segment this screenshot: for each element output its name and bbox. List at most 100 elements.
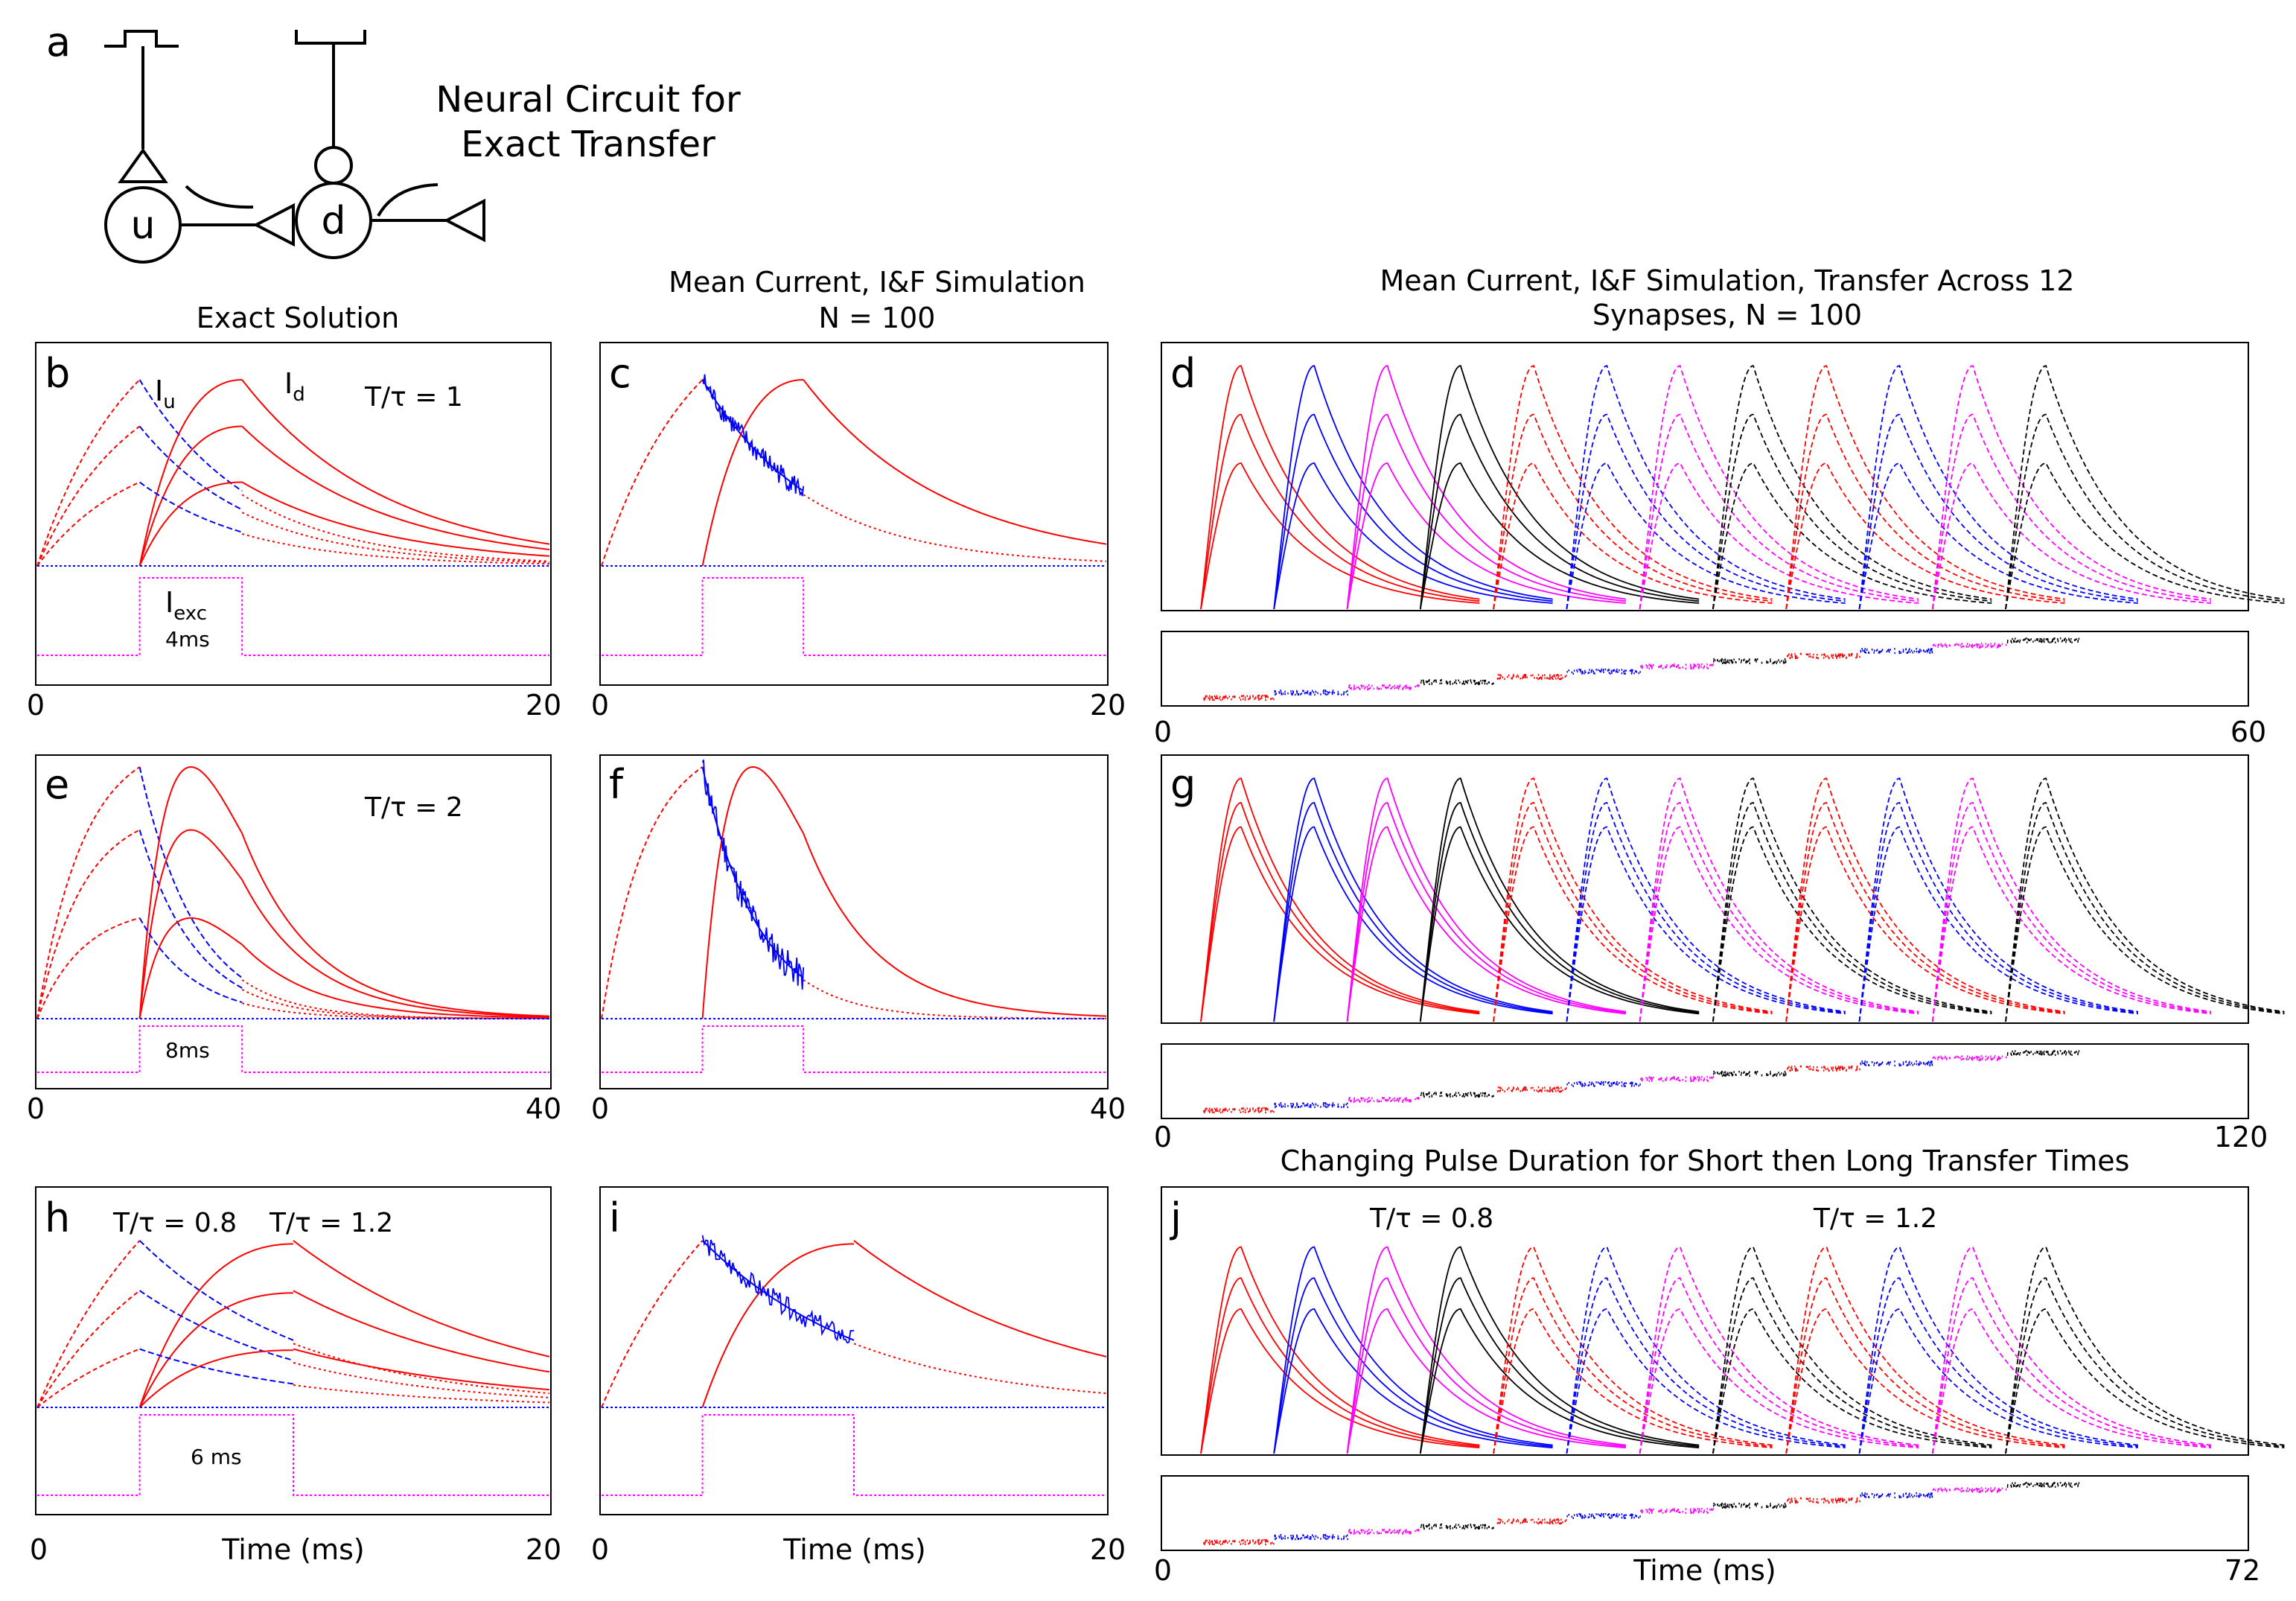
panel-d-population-1-trace-2 xyxy=(1200,462,1480,610)
panel-c-upstream-rise-0 xyxy=(601,379,704,567)
column-title-middle-line1: Mean Current, I&F Simulation xyxy=(669,266,1085,299)
panel-d-population-8-trace-2 xyxy=(1712,462,1992,610)
panel-h-Iu-tail-2 xyxy=(293,1384,550,1404)
panel-g-raster-4 xyxy=(1420,1091,1494,1098)
panel-b-Iu-decay-2 xyxy=(138,481,243,533)
panel-d-raster-2 xyxy=(1274,689,1348,696)
tick-d-max: 60 xyxy=(2230,716,2266,748)
panel-d-raster-5 xyxy=(1496,673,1567,681)
panel-j-population-5-trace-1 xyxy=(1493,1277,1773,1454)
label-T-tau-2: T/τ = 2 xyxy=(364,792,463,823)
panel-label-d: d xyxy=(1170,350,1196,397)
panel-g-population-5-trace-1 xyxy=(1493,801,1773,1022)
panel-f-Id-decay-0 xyxy=(803,833,1107,1017)
panel-j-raster-10 xyxy=(1860,1492,1933,1499)
tick-c-min: 0 xyxy=(591,689,609,722)
panel-j-raster-frame xyxy=(1161,1475,2249,1551)
tick-i-max: 20 xyxy=(1090,1533,1126,1566)
panel-g-population-9-trace-0 xyxy=(1785,777,2065,1022)
panel-e-upstream-rise-0 xyxy=(36,766,141,1019)
downstream-node-label: d xyxy=(321,199,345,244)
panel-d-raster-6 xyxy=(1566,668,1641,675)
panel-j-population-1-trace-0 xyxy=(1200,1246,1480,1454)
inhibitory-synapse-icon xyxy=(314,146,353,185)
panel-b-frame xyxy=(35,342,552,686)
panel-b-Id-rise-2 xyxy=(138,481,243,567)
panel-g-population-5-trace-0 xyxy=(1493,777,1773,1022)
panel-j-population-1-trace-2 xyxy=(1200,1308,1480,1454)
panel-j-population-5-trace-0 xyxy=(1493,1246,1773,1454)
panel-d-population-9-trace-0 xyxy=(1785,365,2065,610)
panel-d-population-7-trace-0 xyxy=(1639,365,1919,610)
panel-j-population-4-trace-0 xyxy=(1419,1246,1700,1454)
panel-c-Id-decay-0 xyxy=(803,379,1107,545)
panel-e-Id-decay-0 xyxy=(241,833,550,1017)
panel-f-upstream-rise-0 xyxy=(601,766,704,1019)
panel-j-population-9-trace-0 xyxy=(1785,1246,2065,1454)
panel-j-raster-4 xyxy=(1420,1523,1494,1530)
panel-i-Id-decay-0 xyxy=(853,1240,1107,1357)
panel-d-population-9-trace-2 xyxy=(1785,462,2065,610)
panel-label-a: a xyxy=(46,19,71,66)
plot-traces xyxy=(36,365,2285,1546)
panel-g-population-5-trace-2 xyxy=(1493,826,1773,1022)
tick-e-min: 0 xyxy=(27,1092,45,1125)
panel-j-population-9-trace-1 xyxy=(1785,1277,2065,1454)
panel-d-population-8-trace-0 xyxy=(1712,365,1992,610)
panel-d-population-11-trace-1 xyxy=(1931,413,2212,610)
panel-label-j: j xyxy=(1170,1194,1182,1241)
panel-h-Iu-decay-0 xyxy=(138,1240,294,1341)
panel-d-raster-9 xyxy=(1787,652,1860,660)
column-title-middle-line2: N = 100 xyxy=(819,302,936,334)
label-Iexc: Iexc xyxy=(165,586,207,625)
panel-h-Id-rise-2 xyxy=(138,1349,293,1408)
panel-d-raster-12 xyxy=(2006,637,2080,644)
panel-g-population-7-trace-2 xyxy=(1639,826,1919,1022)
panel-label-b: b xyxy=(45,350,70,397)
panel-d-population-10-trace-2 xyxy=(1858,462,2138,610)
panel-d-population-6-trace-1 xyxy=(1566,413,1846,610)
tick-j-max: 72 xyxy=(2225,1554,2260,1587)
panel-b-Id-decay-2 xyxy=(241,481,550,557)
panel-g-population-11-trace-2 xyxy=(1931,826,2212,1022)
panel-j-raster-9 xyxy=(1787,1497,1860,1504)
tick-g-max: 120 xyxy=(2214,1121,2268,1153)
panel-f-Id-rise-0 xyxy=(701,766,805,1019)
panel-b-Iu-tail-1 xyxy=(241,512,550,564)
panel-b-upstream-rise-2 xyxy=(36,481,140,567)
panel-g-population-4-trace-2 xyxy=(1419,826,1700,1022)
panel-c-Iexc-pulse xyxy=(602,577,1106,656)
panel-g-raster-9 xyxy=(1787,1065,1860,1072)
panel-g-population-7-trace-0 xyxy=(1639,777,1919,1022)
panel-g-population-10-trace-1 xyxy=(1858,801,2138,1022)
panel-g-population-2-trace-1 xyxy=(1273,801,1553,1022)
panel-c-Iu-decay-0 xyxy=(701,379,804,492)
panel-d-population-4-trace-0 xyxy=(1419,365,1700,610)
panel-label-e: e xyxy=(45,761,69,808)
label-pulse-6ms: 6 ms xyxy=(191,1445,242,1469)
panel-e-Iu-decay-0 xyxy=(138,766,243,978)
panel-c-noisy-Iu xyxy=(701,374,805,497)
panel-g-population-8-trace-0 xyxy=(1712,777,1992,1022)
panel-g-raster-3 xyxy=(1348,1096,1420,1104)
panel-d-population-11-trace-2 xyxy=(1931,462,2212,610)
panel-j-population-6-trace-0 xyxy=(1566,1246,1846,1454)
panel-g-population-6-trace-0 xyxy=(1566,777,1846,1022)
panel-h-Iu-decay-2 xyxy=(139,1348,294,1385)
panel-g-population-6-trace-1 xyxy=(1566,801,1846,1022)
tick-j-min: 0 xyxy=(1154,1554,1172,1587)
panel-c-Iu-tail-0 xyxy=(803,494,1107,562)
panel-h-upstream-rise-2 xyxy=(36,1348,140,1408)
panel-d-population-6-trace-2 xyxy=(1566,462,1846,610)
panel-label-h: h xyxy=(45,1194,70,1241)
panel-b-Iu-tail-2 xyxy=(241,532,550,565)
panel-i-Iexc-pulse xyxy=(602,1414,1106,1496)
panel-e-upstream-rise-1 xyxy=(36,829,141,1019)
panel-d-population-1-trace-0 xyxy=(1200,365,1480,610)
panel-j-population-1-trace-1 xyxy=(1200,1277,1480,1454)
panel-g-raster-11 xyxy=(1932,1054,2007,1062)
panel-h-Id-rise-1 xyxy=(138,1292,293,1408)
panel-j-population-4-trace-2 xyxy=(1419,1308,1700,1454)
panel-j-population-10-trace-0 xyxy=(1858,1246,2138,1454)
panel-d-population-2-trace-0 xyxy=(1273,365,1553,610)
